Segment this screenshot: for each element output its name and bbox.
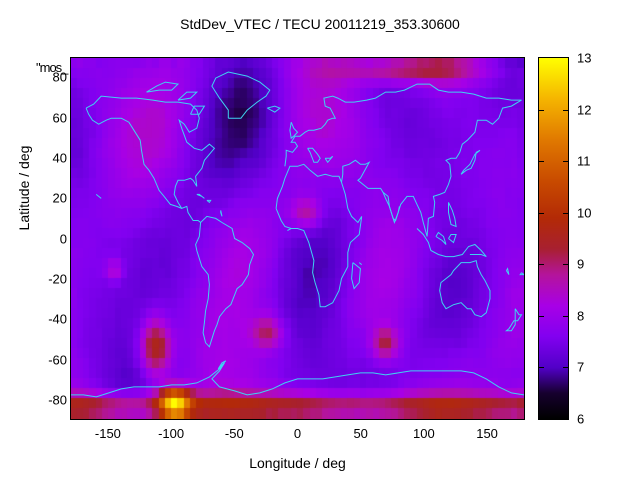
colorbar-tick-label: 13 (577, 50, 592, 66)
coastline-path (287, 228, 292, 231)
latitude-tick-label: -20 (48, 271, 67, 287)
coastline-path (439, 259, 491, 318)
longitude-tick-label: 0 (293, 426, 302, 441)
coastline-path (358, 262, 363, 265)
colorbar-tick-label: 7 (577, 359, 585, 375)
colorbar-tick (563, 109, 568, 111)
colorbar-tick-label: 11 (577, 153, 591, 169)
colorbar-tick (539, 367, 544, 369)
longitude-tick-label: -50 (224, 426, 244, 441)
coastline-path (505, 267, 510, 275)
colorbar-gradient (539, 58, 568, 419)
coastline-path (435, 231, 447, 245)
coastline-path (177, 91, 199, 101)
latitude-tick-label: -40 (48, 311, 67, 327)
latitude-tick-label: -80 (48, 392, 67, 408)
coastline-path (85, 95, 216, 223)
longitude-tick-label: 150 (476, 426, 498, 441)
coastline-path (351, 262, 361, 290)
colorbar-tick (563, 315, 568, 317)
longitude-tick-label: 50 (353, 426, 368, 441)
coastline-path (448, 202, 457, 228)
coastline-path (196, 193, 205, 199)
coastline-path (211, 71, 271, 119)
coastline-path (416, 228, 487, 258)
coastline-path (504, 308, 523, 332)
colorbar-tick-label: 9 (577, 256, 585, 272)
colorbar-tick (563, 367, 568, 369)
coastline-path (275, 163, 363, 308)
coastline-path (206, 199, 212, 204)
y-axis-title: Latitude / deg (16, 145, 32, 231)
coastline-path (341, 99, 522, 237)
colorbar-tick-label: 10 (577, 205, 592, 221)
coastline-path (267, 105, 281, 113)
heatmap-plot-area (70, 57, 525, 420)
coastline-path (85, 107, 141, 141)
coastline-path (220, 210, 223, 217)
longitude-tick-label: -150 (94, 426, 121, 441)
coastline-path (217, 360, 227, 370)
coastline-path (448, 234, 457, 244)
x-axis-title: Longitude / deg (249, 455, 346, 471)
coastline-path (284, 83, 522, 167)
coastline-path (146, 81, 180, 93)
colorbar-tick (539, 161, 544, 163)
coastline-overlay (71, 71, 524, 398)
colorbar-tick (539, 264, 544, 266)
colorbar-tick (539, 109, 544, 111)
coastline-path (71, 362, 524, 398)
coastline-path (519, 272, 524, 276)
colorbar-tick-label: 6 (577, 411, 585, 427)
colorbar-tick (563, 264, 568, 266)
coastline-path (190, 105, 206, 115)
coastline-path (307, 147, 321, 163)
latitude-tick-label: 40 (52, 150, 67, 166)
coastline-path (289, 122, 299, 140)
coastline-path (382, 192, 400, 222)
latitude-tick-label: 20 (52, 190, 67, 206)
latitude-tick-label: 60 (52, 110, 67, 125)
colorbar-tick (539, 315, 544, 317)
longitude-tick-label: 100 (413, 426, 435, 441)
colorbar (538, 57, 569, 420)
clipped-text-artifact: "mos_ (36, 60, 68, 75)
coastline-path (139, 140, 182, 209)
coastline-path (460, 149, 481, 175)
coastline-path (95, 194, 102, 199)
latitude-tick-label: 0 (59, 231, 67, 246)
longitude-tick-label: -100 (158, 426, 185, 441)
colorbar-tick-label: 12 (577, 102, 592, 118)
colorbar-tick (563, 161, 568, 163)
page-title: StdDev_VTEC / TECU 20011219_353.30600 (180, 16, 460, 32)
coastline-path (195, 215, 255, 348)
latitude-tick-label: 80 (52, 69, 67, 85)
colorbar-tick (539, 212, 544, 214)
coastline-path (324, 155, 334, 164)
colorbar-tick-label: 8 (577, 308, 585, 324)
latitude-tick-label: -60 (48, 352, 67, 367)
colorbar-tick (563, 212, 568, 214)
